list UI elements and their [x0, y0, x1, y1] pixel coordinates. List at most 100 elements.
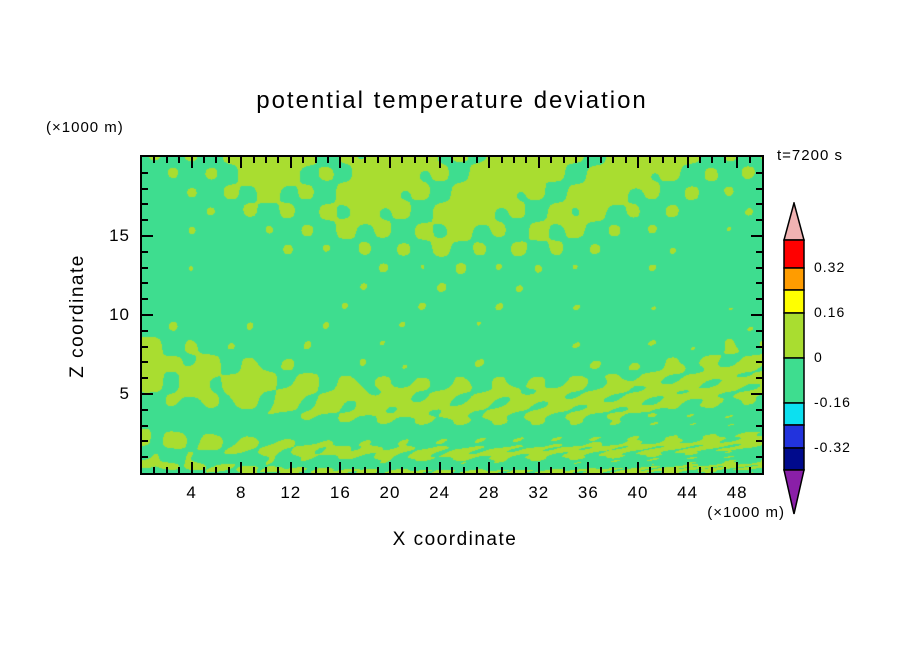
tick-mark: [142, 314, 153, 316]
tick-mark: [142, 298, 148, 301]
y-tick-label: 5: [119, 384, 130, 403]
tick-mark: [736, 462, 739, 473]
tick-mark: [142, 203, 148, 206]
tick-mark: [142, 456, 148, 459]
tick-mark: [327, 157, 329, 163]
tick-mark: [649, 467, 652, 473]
tick-mark: [142, 361, 148, 364]
colorbar-tick-label: 0: [814, 349, 823, 365]
tick-mark: [587, 462, 590, 473]
tick-mark: [351, 467, 354, 473]
tick-mark: [203, 467, 205, 473]
tick-mark: [142, 235, 153, 237]
tick-mark: [751, 314, 762, 316]
colorbar-tick-label: -0.16: [814, 394, 851, 410]
tick-mark: [756, 250, 762, 253]
tick-mark: [599, 467, 602, 473]
tick-mark: [475, 467, 478, 473]
tick-mark: [575, 157, 577, 163]
tick-mark: [488, 462, 491, 473]
tick-mark: [376, 157, 379, 163]
tick-mark: [661, 467, 664, 473]
tick-mark: [142, 187, 148, 190]
x-tick-label: 12: [280, 483, 302, 502]
tick-mark: [463, 157, 466, 163]
y-axis-label: Z coordinate: [67, 254, 88, 378]
tick-mark: [438, 462, 441, 473]
tick-mark: [756, 219, 762, 222]
tick-mark: [142, 282, 148, 285]
tick-mark: [674, 157, 677, 163]
tick-mark: [165, 467, 168, 473]
tick-mark: [277, 157, 280, 163]
tick-mark: [624, 467, 627, 473]
tick-mark: [165, 157, 168, 163]
tick-mark: [475, 157, 478, 163]
tick-mark: [142, 329, 148, 332]
tick-mark: [413, 467, 416, 473]
tick-mark: [190, 462, 193, 473]
tick-mark: [723, 467, 726, 473]
tick-mark: [215, 467, 218, 473]
tick-mark: [302, 467, 305, 473]
tick-mark: [289, 462, 292, 473]
tick-mark: [339, 462, 342, 473]
tick-mark: [723, 157, 726, 163]
tick-mark: [142, 377, 148, 380]
tick-mark: [190, 157, 193, 168]
tick-mark: [178, 157, 181, 163]
tick-mark: [142, 345, 148, 348]
tick-mark: [756, 408, 762, 411]
tick-mark: [142, 424, 148, 427]
colorbar-tick-label: 0.32: [814, 259, 846, 275]
x-tick-label: 44: [677, 483, 699, 502]
tick-mark: [302, 157, 305, 163]
tick-mark: [587, 157, 590, 168]
tick-mark: [756, 282, 762, 285]
tick-mark: [513, 157, 515, 163]
tick-mark: [748, 157, 751, 163]
x-axis-units: (×1000 m): [707, 504, 785, 521]
tick-mark: [756, 298, 762, 301]
tick-mark: [142, 266, 148, 269]
x-tick-label: 48: [726, 483, 748, 502]
tick-mark: [756, 424, 762, 427]
x-tick-label: 28: [478, 483, 500, 502]
y-axis-units: (×1000 m): [46, 119, 124, 136]
tick-mark: [637, 462, 639, 473]
tick-mark: [227, 157, 230, 163]
tick-mark: [389, 462, 391, 473]
tick-mark: [756, 440, 762, 443]
x-tick-label: 24: [429, 483, 451, 502]
contour-field: [142, 157, 762, 473]
tick-mark: [265, 157, 267, 163]
tick-mark: [756, 171, 762, 174]
tick-mark: [550, 467, 553, 473]
tick-mark: [711, 157, 714, 163]
tick-mark: [575, 467, 577, 473]
tick-mark: [227, 467, 230, 473]
tick-mark: [252, 467, 255, 473]
tick-mark: [674, 467, 677, 473]
tick-mark: [240, 462, 243, 473]
tick-mark: [142, 171, 148, 174]
tick-mark: [562, 157, 565, 163]
x-tick-label: 4: [186, 483, 197, 502]
tick-mark: [451, 467, 453, 473]
tick-mark: [500, 157, 503, 163]
tick-mark: [550, 157, 553, 163]
y-tick-label: 10: [109, 305, 130, 324]
tick-mark: [178, 467, 181, 473]
tick-mark: [215, 157, 218, 163]
tick-mark: [525, 467, 528, 473]
plot-area: [140, 155, 764, 475]
tick-mark: [537, 462, 540, 473]
tick-mark: [756, 361, 762, 364]
tick-mark: [756, 456, 762, 459]
chart-title: potential temperature deviation: [256, 87, 648, 114]
tick-mark: [142, 219, 148, 222]
tick-mark: [364, 157, 367, 163]
x-tick-label: 8: [235, 483, 247, 502]
tick-mark: [599, 157, 602, 163]
tick-mark: [240, 157, 243, 168]
